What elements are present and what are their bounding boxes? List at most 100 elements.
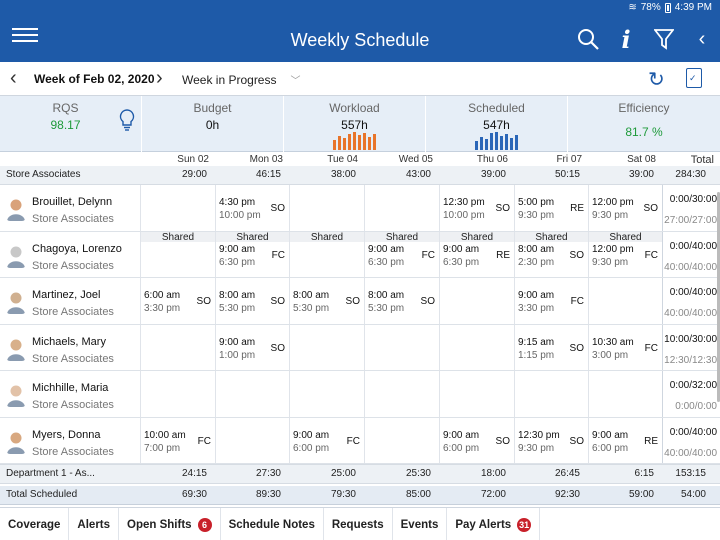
shift-cell[interactable] — [140, 232, 215, 278]
shift-cell[interactable] — [588, 371, 662, 417]
shift-block[interactable]: 9:00 am 6:00 pm RE — [592, 430, 660, 454]
shift-block[interactable]: 9:00 am 6:30 pm FC — [368, 244, 437, 268]
shift-cell[interactable] — [140, 325, 215, 371]
shift-cell[interactable]: 9:00 am 6:00 pm SO — [439, 418, 514, 464]
shift-cell[interactable]: 10:00 am 7:00 pm FC — [140, 418, 215, 464]
tab-requests[interactable]: Requests — [324, 508, 393, 540]
shift-block[interactable]: 6:00 am 3:30 pm SO — [144, 290, 213, 314]
shift-cell[interactable]: 12:30 pm 9:30 pm SO — [514, 418, 588, 464]
shift-cell[interactable]: 12:00 pm 9:30 pm SO — [588, 185, 662, 231]
shift-cell[interactable] — [215, 418, 289, 464]
shift-cell[interactable] — [439, 371, 514, 417]
tab-open-shifts[interactable]: Open Shifts 6 — [119, 508, 221, 540]
shift-cell[interactable]: 9:00 am 6:30 pm FC — [364, 232, 439, 278]
employee-name[interactable]: Brouillet, Delynn — [32, 196, 113, 208]
employee-name[interactable]: Martinez, Joel — [32, 289, 101, 301]
shift-block[interactable]: 9:00 am 6:30 pm RE — [443, 244, 512, 268]
shift-cell[interactable]: 12:30 pm 10:00 pm SO — [439, 185, 514, 231]
shift-cell[interactable]: 8:00 am 2:30 pm SO — [514, 232, 588, 278]
lightbulb-icon[interactable] — [118, 108, 136, 132]
shift-block[interactable]: 5:00 pm 9:30 pm RE — [518, 197, 586, 221]
shift-cell[interactable] — [140, 185, 215, 231]
shift-block[interactable]: 8:00 am 5:30 pm SO — [368, 290, 437, 314]
shift-cell[interactable]: 9:00 am 1:00 pm SO — [215, 325, 289, 371]
chevron-left-icon[interactable]: ‹ — [698, 27, 706, 50]
shift-cell[interactable]: 5:00 pm 9:30 pm RE — [514, 185, 588, 231]
shift-cell[interactable] — [364, 325, 439, 371]
refresh-icon[interactable]: ↻ — [648, 69, 665, 91]
tab-events[interactable]: Events — [393, 508, 448, 540]
shift-cell[interactable] — [514, 371, 588, 417]
info-icon[interactable]: i — [621, 24, 631, 54]
approve-document-icon[interactable] — [686, 68, 702, 88]
search-icon[interactable] — [576, 26, 600, 52]
shift-cell[interactable] — [289, 232, 364, 278]
kpi-workload[interactable]: Workload 557h — [284, 96, 426, 152]
shift-cell[interactable]: 9:00 am 6:00 pm FC — [289, 418, 364, 464]
shift-cell[interactable] — [588, 278, 662, 324]
shift-cell[interactable] — [439, 325, 514, 371]
tab-schedule-notes[interactable]: Schedule Notes — [221, 508, 324, 540]
shift-block[interactable]: 12:30 pm 9:30 pm SO — [518, 430, 586, 454]
filter-icon[interactable] — [652, 26, 676, 52]
kpi-scheduled[interactable]: Scheduled 547h — [426, 96, 568, 152]
shift-cell[interactable] — [140, 371, 215, 417]
tab-coverage[interactable]: Coverage — [0, 508, 70, 540]
shift-cell[interactable] — [364, 371, 439, 417]
employee-row[interactable]: Myers, Donna Store Associates 10:00 am 7:00… — [0, 417, 720, 464]
employee-name[interactable]: Chagoya, Lorenzo — [32, 242, 122, 255]
shift-cell[interactable] — [289, 325, 364, 371]
kpi-rqs[interactable]: RQS 98.17 — [0, 96, 142, 152]
shift-block[interactable]: 8:00 am 2:30 pm SO — [518, 244, 586, 268]
week-status-dropdown[interactable]: Week in Progress ﹀ — [182, 72, 300, 87]
shift-cell[interactable] — [364, 418, 439, 464]
hamburger-menu-icon[interactable] — [12, 26, 38, 52]
shift-block[interactable]: 12:00 pm 9:30 pm SO — [592, 197, 660, 221]
tab-alerts[interactable]: Alerts — [69, 508, 120, 540]
employee-row[interactable]: Michhille, Maria Store Associates 0:00/32:… — [0, 371, 720, 418]
shift-block[interactable]: 8:00 am 5:30 pm SO — [219, 290, 287, 314]
shift-cell[interactable] — [439, 278, 514, 324]
shift-cell[interactable] — [289, 185, 364, 231]
employee-row[interactable]: Martinez, Joel Store Associates 6:00 am 3:3… — [0, 278, 720, 325]
shift-cell[interactable] — [364, 185, 439, 231]
shift-block[interactable]: 9:00 am 6:00 pm SO — [443, 430, 512, 454]
shift-cell[interactable]: 8:00 am 5:30 pm SO — [289, 278, 364, 324]
employee-row[interactable]: Brouillet, Delynn Store Associates 4:30 pm… — [0, 185, 720, 232]
shift-cell[interactable] — [215, 371, 289, 417]
shift-cell[interactable] — [289, 371, 364, 417]
employee-name[interactable]: Michhille, Maria — [32, 382, 109, 394]
shift-block[interactable]: 4:30 pm 10:00 pm SO — [219, 197, 287, 221]
employee-name[interactable]: Michaels, Mary — [32, 335, 106, 348]
shift-cell[interactable]: 9:00 am 6:30 pm RE — [439, 232, 514, 278]
shift-cell[interactable]: 9:15 am 1:15 pm SO — [514, 325, 588, 371]
shift-cell[interactable]: 8:00 am 5:30 pm SO — [215, 278, 289, 324]
shift-cell[interactable]: 6:00 am 3:30 pm SO — [140, 278, 215, 324]
vertical-scrollbar[interactable] — [717, 192, 720, 402]
kpi-efficiency[interactable]: Efficiency 81.7 % — [568, 96, 720, 152]
shift-cell[interactable]: 9:00 am 3:30 pm FC — [514, 278, 588, 324]
shift-cell[interactable]: 12:00 pm 9:30 pm FC — [588, 232, 662, 278]
next-week-icon[interactable]: › — [156, 67, 163, 89]
shift-cell[interactable]: 10:30 am 3:00 pm FC — [588, 325, 662, 371]
employee-row[interactable]: Chagoya, Lorenzo Store Associates Shared Sh… — [0, 231, 720, 278]
shift-block[interactable]: 9:00 am 6:30 pm FC — [219, 244, 287, 268]
shift-cell[interactable]: 9:00 am 6:00 pm RE — [588, 418, 662, 464]
shift-block[interactable]: 10:00 am 7:00 pm FC — [144, 430, 213, 454]
shift-block[interactable]: 9:15 am 1:15 pm SO — [518, 337, 586, 361]
shift-block[interactable]: 10:30 am 3:00 pm FC — [592, 337, 660, 361]
shift-cell[interactable]: 9:00 am 6:30 pm FC — [215, 232, 289, 278]
shift-cell[interactable]: 4:30 pm 10:00 pm SO — [215, 185, 289, 231]
shift-block[interactable]: 8:00 am 5:30 pm SO — [293, 290, 362, 314]
kpi-budget[interactable]: Budget 0h — [142, 96, 284, 152]
shift-block[interactable]: 12:30 pm 10:00 pm SO — [443, 197, 512, 221]
shift-block[interactable]: 9:00 am 3:30 pm FC — [518, 290, 586, 314]
previous-week-icon[interactable]: ‹ — [10, 67, 17, 89]
shift-block[interactable]: 9:00 am 1:00 pm SO — [219, 337, 287, 361]
shift-block[interactable]: 12:00 pm 9:30 pm FC — [592, 244, 660, 268]
shift-block[interactable]: 9:00 am 6:00 pm FC — [293, 430, 362, 454]
employee-row[interactable]: Michaels, Mary Store Associates 9:00 am 1:0… — [0, 324, 720, 371]
shift-cell[interactable]: 8:00 am 5:30 pm SO — [364, 278, 439, 324]
tab-pay-alerts[interactable]: Pay Alerts 31 — [447, 508, 541, 540]
employee-name[interactable]: Myers, Donna — [32, 428, 101, 441]
